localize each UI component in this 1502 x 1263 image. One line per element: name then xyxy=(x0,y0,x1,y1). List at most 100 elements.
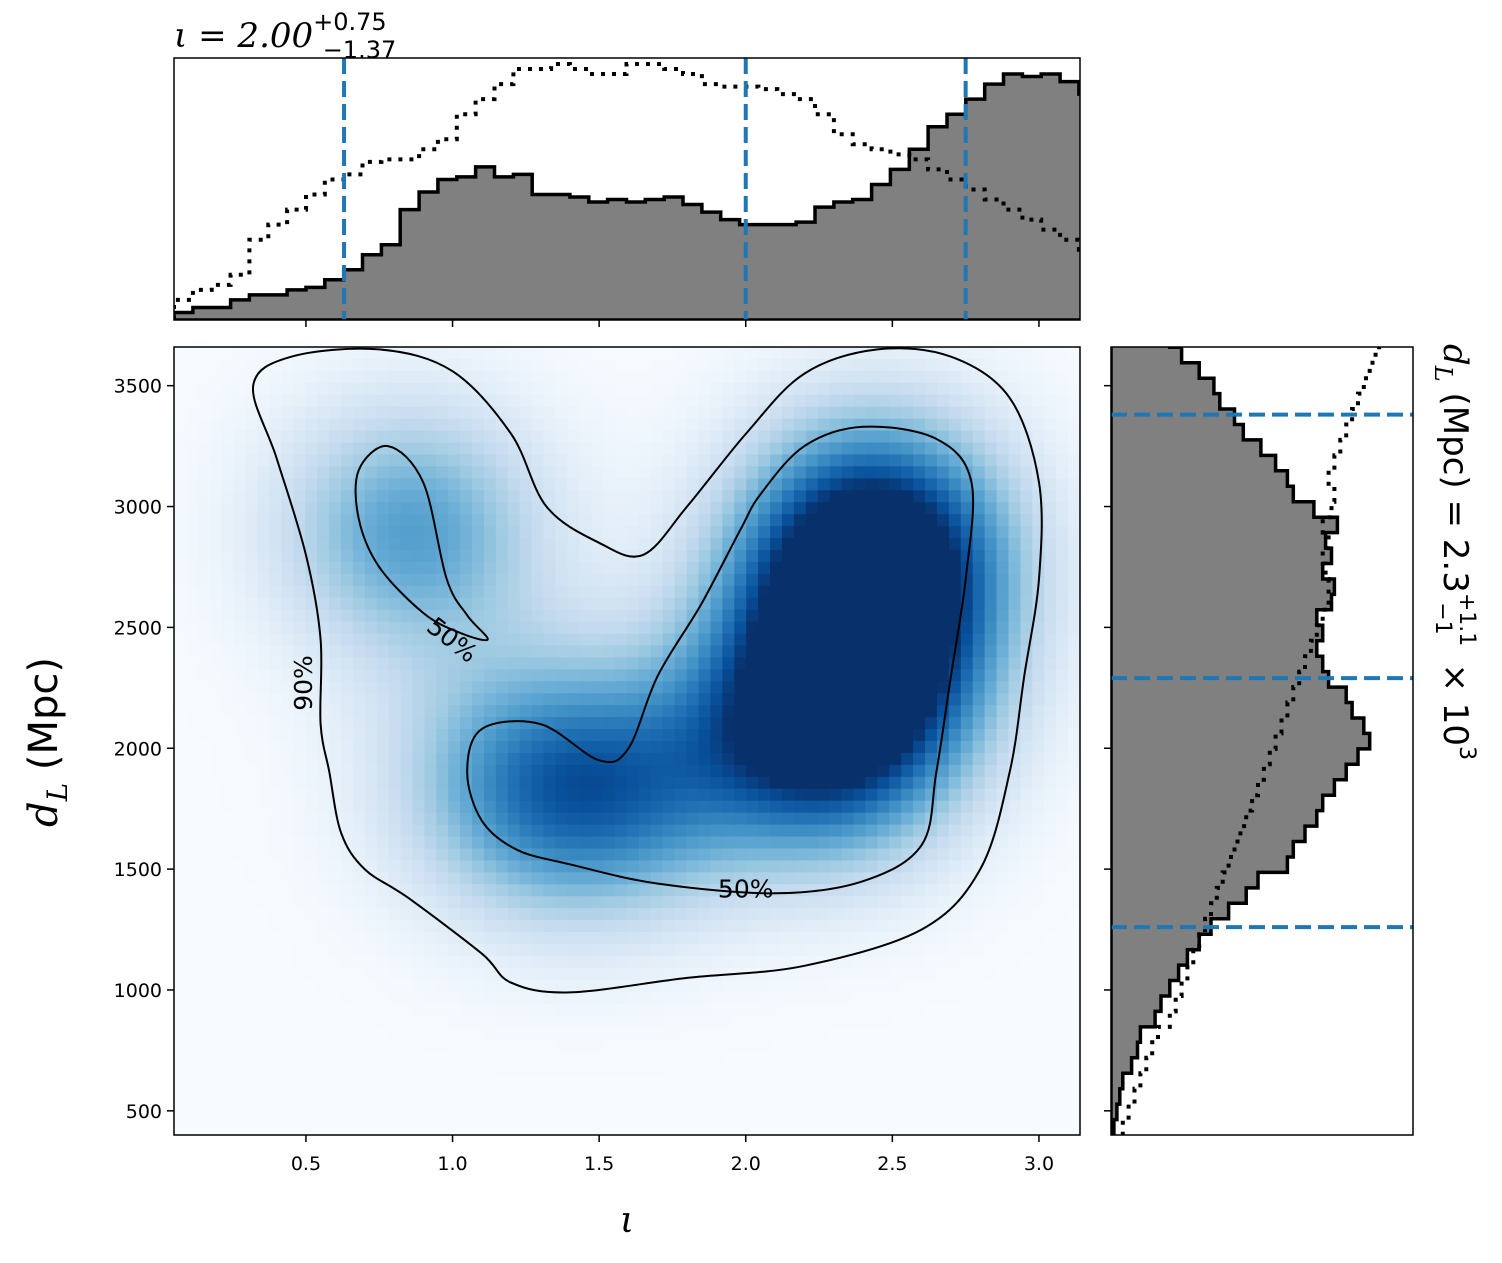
heatmap-cell xyxy=(984,1111,998,1124)
heatmap-cell xyxy=(364,1003,378,1017)
heatmap-cell xyxy=(209,526,223,539)
heatmap-cell xyxy=(472,406,485,420)
heatmap-cell xyxy=(972,693,986,706)
heatmap-cell xyxy=(281,561,294,575)
heatmap-cell xyxy=(221,514,235,527)
heatmap-cell xyxy=(376,1051,390,1064)
heatmap-cell xyxy=(555,1003,568,1017)
heatmap-cell xyxy=(472,896,485,909)
heatmap-cell xyxy=(519,585,533,599)
heatmap-cell xyxy=(221,896,235,909)
heatmap-cell xyxy=(996,657,1010,670)
heatmap-cell xyxy=(257,478,270,491)
heatmap-cell xyxy=(889,406,902,420)
heatmap-cell xyxy=(555,358,568,372)
heatmap-cell xyxy=(770,693,783,706)
heatmap-cell xyxy=(174,514,187,527)
heatmap-cell xyxy=(352,848,366,861)
heatmap-cell xyxy=(555,645,568,659)
heatmap-cell xyxy=(352,1063,366,1076)
heatmap-cell xyxy=(615,430,628,444)
heatmap-cell xyxy=(519,705,533,718)
heatmap-cell xyxy=(245,633,259,647)
heatmap-cell xyxy=(174,669,187,682)
heatmap-cell xyxy=(746,1099,759,1112)
heatmap-cell xyxy=(817,609,831,623)
heatmap-cell xyxy=(328,657,342,670)
heatmap-cell xyxy=(364,967,378,981)
heatmap-cell xyxy=(722,836,735,850)
heatmap-cell xyxy=(233,347,247,360)
heatmap-cell xyxy=(901,705,914,718)
heatmap-cell xyxy=(638,920,652,933)
heatmap-cell xyxy=(1044,573,1057,587)
heatmap-cell xyxy=(758,633,771,647)
heatmap-cell xyxy=(185,1027,199,1041)
heatmap-cell xyxy=(555,1087,568,1100)
top-histogram-panel: ι = 2.00+0.75 −1.37 xyxy=(173,8,1081,327)
heatmap-cell xyxy=(996,991,1010,1005)
heatmap-cell xyxy=(364,430,378,444)
heatmap-cell xyxy=(1020,717,1033,730)
heatmap-cell xyxy=(960,955,974,969)
heatmap-cell xyxy=(269,502,282,515)
heatmap-cell xyxy=(1032,514,1045,527)
heatmap-cell xyxy=(722,800,735,814)
heatmap-cell xyxy=(662,705,676,718)
heatmap-cell xyxy=(1056,406,1069,420)
heatmap-cell xyxy=(1032,347,1045,360)
heatmap-cell xyxy=(829,764,843,778)
heatmap-cell xyxy=(686,406,700,420)
heatmap-cell xyxy=(543,347,557,360)
heatmap-cell xyxy=(781,860,795,873)
heatmap-cell xyxy=(281,1015,294,1029)
heatmap-cell xyxy=(364,561,378,575)
heatmap-cell xyxy=(281,514,294,527)
heatmap-cell xyxy=(1032,1003,1045,1017)
heatmap-cell xyxy=(352,669,366,682)
heatmap-cell xyxy=(686,1087,700,1100)
heatmap-cell xyxy=(817,812,831,826)
heatmap-cell xyxy=(209,454,223,467)
heatmap-cell xyxy=(698,645,712,659)
heatmap-cell xyxy=(770,597,783,611)
heatmap-cell xyxy=(281,418,294,432)
heatmap-cell xyxy=(245,752,259,766)
heatmap-cell xyxy=(388,1015,402,1029)
heatmap-cell xyxy=(734,1111,747,1124)
heatmap-cell xyxy=(722,908,735,921)
heatmap-cell xyxy=(257,788,270,802)
heatmap-cell xyxy=(1056,717,1069,730)
heatmap-cell xyxy=(197,800,211,814)
heatmap-cell xyxy=(579,585,592,599)
heatmap-cell xyxy=(400,1015,414,1029)
heatmap-cell xyxy=(770,526,783,539)
heatmap-cell xyxy=(197,1027,211,1041)
heatmap-cell xyxy=(603,693,616,706)
heatmap-cell xyxy=(579,394,592,408)
heatmap-cell xyxy=(1068,490,1080,503)
heatmap-cell xyxy=(340,991,354,1005)
heatmap-cell xyxy=(567,370,580,384)
heatmap-cell xyxy=(877,430,890,444)
heatmap-cell xyxy=(233,490,247,503)
heatmap-cell xyxy=(603,430,616,444)
heatmap-cell xyxy=(519,573,533,587)
heatmap-cell xyxy=(257,370,270,384)
heatmap-cell xyxy=(1020,621,1033,635)
heatmap-cell xyxy=(627,896,640,909)
heatmap-cell xyxy=(269,943,282,957)
heatmap-cell xyxy=(758,514,771,527)
heatmap-cell xyxy=(245,347,259,360)
heatmap-cell xyxy=(960,370,974,384)
heatmap-cell xyxy=(221,478,235,491)
heatmap-cell xyxy=(734,729,747,742)
heatmap-cell xyxy=(710,538,723,551)
heatmap-cell xyxy=(936,573,950,587)
heatmap-cell xyxy=(543,776,557,790)
heatmap-cell xyxy=(245,824,259,838)
heatmap-cell xyxy=(1068,418,1080,432)
heatmap-cell xyxy=(722,382,735,396)
heatmap-cell xyxy=(221,932,235,945)
heatmap-cell xyxy=(841,430,855,444)
